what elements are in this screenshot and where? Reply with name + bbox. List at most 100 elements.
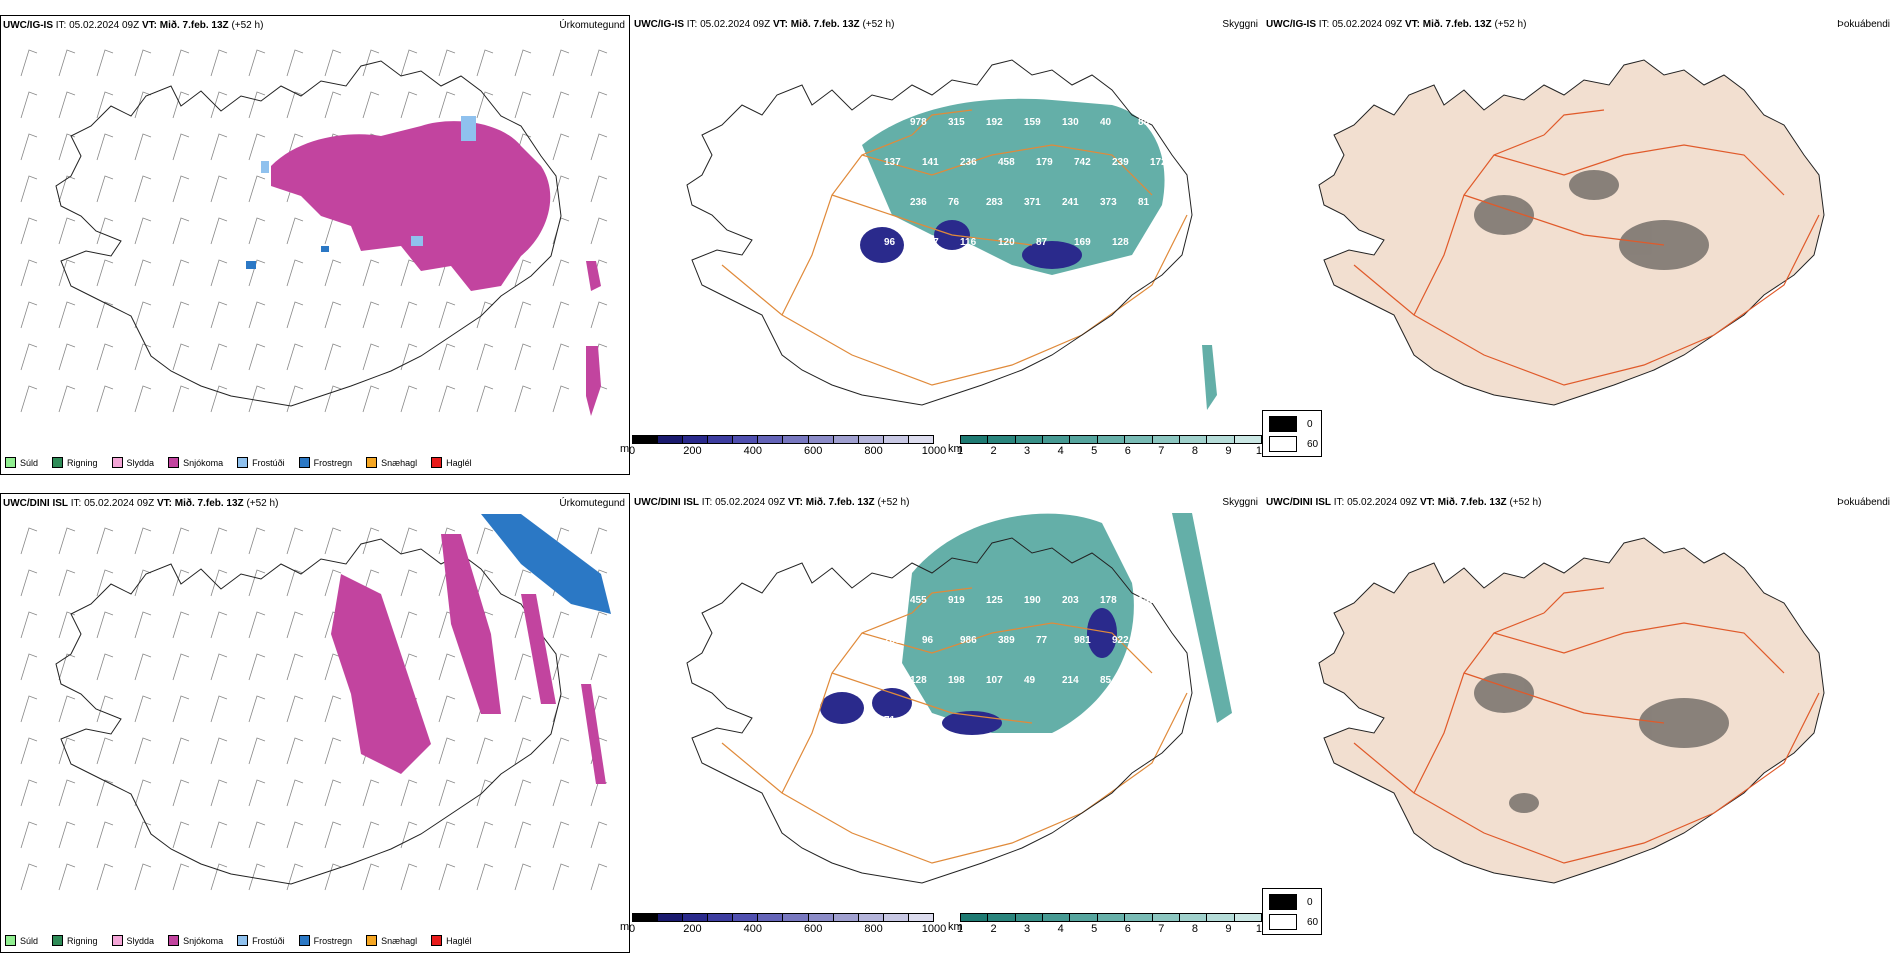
wind-barb <box>514 569 532 597</box>
wind-barb <box>476 821 494 849</box>
wind-barb <box>248 863 266 891</box>
wind-barb <box>324 779 342 807</box>
legend-item: Frostregn <box>298 457 352 468</box>
cloud-base-value: 922 <box>1112 635 1129 646</box>
colorbar-cell <box>883 436 909 443</box>
wind-barb <box>58 695 76 723</box>
wind-barb <box>324 863 342 891</box>
colorbar-tick: 0 <box>628 923 636 935</box>
legend-item: Frostúði <box>237 457 285 468</box>
cloud-base-value: 179 <box>1036 157 1053 168</box>
colorbar-cell <box>658 436 684 443</box>
colorbar-cell <box>1152 436 1180 443</box>
wind-barb <box>58 259 76 287</box>
legend-item: Snæhagl <box>366 935 417 946</box>
wind-barb <box>96 259 114 287</box>
colorbar-tick: 5 <box>1091 445 1098 457</box>
wind-barb <box>400 569 418 597</box>
colorbar-tick: 7 <box>1158 923 1165 935</box>
colorbar-tick: 400 <box>743 923 762 935</box>
legend-swatch <box>431 935 443 946</box>
wind-barb <box>134 343 152 371</box>
wind-barb <box>286 91 304 119</box>
colorbar-cell <box>1043 436 1071 443</box>
road-network <box>1353 109 1820 386</box>
cloud-base-value: 190 <box>1024 595 1041 606</box>
colorbar-cell <box>908 914 933 921</box>
wind-barb <box>286 779 304 807</box>
wind-barb <box>20 737 38 765</box>
snow-areas <box>331 534 606 784</box>
legend-item: Súld <box>5 935 38 946</box>
colorbar-cell <box>708 914 734 921</box>
colorbar-tick: 800 <box>864 923 883 935</box>
height-colorbar: m 0 200 400 600 800 1000 <box>620 435 946 457</box>
cloud-base-value: 986 <box>960 635 977 646</box>
wind-barb <box>552 343 570 371</box>
wind-barb <box>552 863 570 891</box>
iceland-outline <box>686 59 1193 406</box>
wind-barb <box>324 91 342 119</box>
fog-legend: 0 60 <box>1262 888 1322 935</box>
visibility-colorbar: km12345678910 <box>948 913 1268 935</box>
fog-legend-item: 60 <box>1269 914 1318 930</box>
fog-shading <box>1474 673 1729 813</box>
wind-barb <box>286 737 304 765</box>
wind-barb <box>476 91 494 119</box>
wind-barb <box>96 49 114 77</box>
wind-barb <box>590 653 608 681</box>
legend-item: Rigning <box>52 935 98 946</box>
cloud-base-value: 192 <box>986 117 1003 128</box>
cloud-base-value: 198 <box>948 675 965 686</box>
wind-barb <box>248 821 266 849</box>
wind-barb <box>20 49 38 77</box>
wind-barb <box>96 569 114 597</box>
wind-barb <box>552 737 570 765</box>
colorbar-tick: 8 <box>1191 923 1198 935</box>
panel-title: UWC/DINI ISL IT: 05.02.2024 09Z VT: Mið.… <box>3 498 279 509</box>
legend-label: Súld <box>20 935 39 946</box>
colorbar-cell <box>1070 914 1098 921</box>
wind-barb <box>248 695 266 723</box>
wind-barb <box>514 385 532 413</box>
wind-barb <box>96 217 114 245</box>
cloud-base-value: 71 <box>884 715 896 726</box>
cloud-base-value: 236 <box>910 197 927 208</box>
colorbar-tick: 400 <box>743 445 762 457</box>
wind-barb <box>590 217 608 245</box>
wind-barb <box>210 49 228 77</box>
wind-barb <box>324 301 342 329</box>
height-colorbar: m 0 200 400 600 800 1000 <box>620 913 946 935</box>
wind-barb <box>96 611 114 639</box>
legend-label: Frostregn <box>313 935 353 946</box>
wind-barb <box>210 259 228 287</box>
precip-map <box>20 49 608 416</box>
colorbar-cell <box>783 914 809 921</box>
wind-barb <box>172 343 190 371</box>
wind-barb <box>476 49 494 77</box>
wind-barb <box>58 821 76 849</box>
colorbar-tick: 5 <box>1091 923 1098 935</box>
product-name: Skyggni <box>1222 497 1258 508</box>
legend-swatch <box>52 457 64 468</box>
wind-barb <box>286 653 304 681</box>
colorbar-cell <box>683 914 709 921</box>
colorbar-cell <box>1152 914 1180 921</box>
panel-ig-cloud: UWC/IG-IS IT: 05.02.2024 09Z VT: Mið. 7.… <box>632 15 1262 475</box>
wind-barb <box>552 779 570 807</box>
wind-barb <box>552 91 570 119</box>
wind-barb <box>286 259 304 287</box>
wind-barb <box>248 91 266 119</box>
cloud-base-value: 49 <box>1024 675 1036 686</box>
wind-barb <box>400 821 418 849</box>
wind-barb <box>324 695 342 723</box>
colorbar-cell <box>683 436 709 443</box>
legend-swatch <box>111 457 123 468</box>
wind-barb <box>134 175 152 203</box>
iceland-outline <box>55 60 562 407</box>
wind-barb <box>362 863 380 891</box>
legend-label: Rigning <box>67 457 98 468</box>
wind-barb <box>590 175 608 203</box>
fog-label: 0 <box>1307 896 1313 908</box>
